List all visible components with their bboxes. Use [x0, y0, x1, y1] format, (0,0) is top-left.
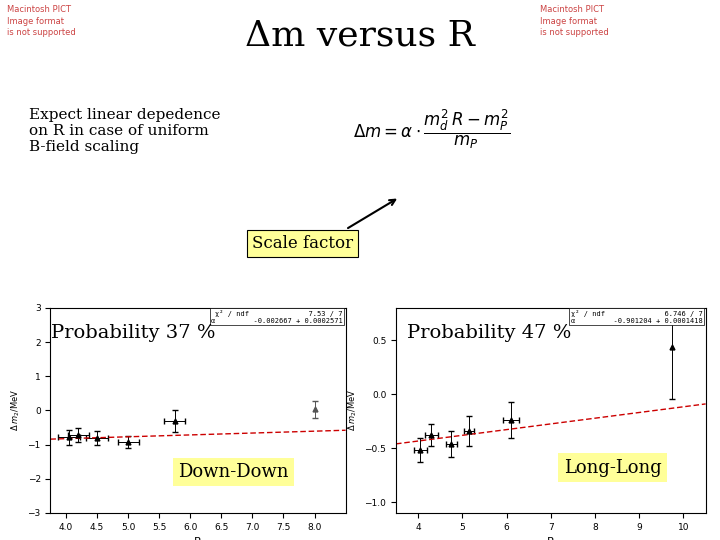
- Text: Probability 47 %: Probability 47 %: [407, 324, 571, 342]
- Text: χ² / ndf              6.746 / 7
α         -0.901204 + 0.0001418: χ² / ndf 6.746 / 7 α -0.901204 + 0.00014…: [571, 310, 703, 324]
- X-axis label: R: R: [547, 537, 554, 540]
- Text: $\Delta m = \alpha \cdot \dfrac{m_d^2\,R - m_P^2}{m_P}$: $\Delta m = \alpha \cdot \dfrac{m_d^2\,R…: [354, 108, 510, 151]
- Y-axis label: $\Delta\,m_2$/MeV: $\Delta\,m_2$/MeV: [346, 389, 359, 431]
- Text: Δm versus R: Δm versus R: [245, 19, 475, 53]
- Text: Long-Long: Long-Long: [564, 459, 662, 477]
- Text: Expect linear depedence
on R in case of uniform
B-field scaling: Expect linear depedence on R in case of …: [29, 108, 220, 154]
- Y-axis label: $\Delta\,m_2$/MeV: $\Delta\,m_2$/MeV: [9, 389, 22, 431]
- Text: Down-Down: Down-Down: [178, 463, 289, 481]
- X-axis label: R: R: [194, 537, 202, 540]
- Text: Macintosh PICT
Image format
is not supported: Macintosh PICT Image format is not suppo…: [540, 5, 608, 37]
- Text: Scale factor: Scale factor: [252, 235, 353, 252]
- Text: Macintosh PICT
Image format
is not supported: Macintosh PICT Image format is not suppo…: [7, 5, 76, 37]
- Text: Probability 37 %: Probability 37 %: [51, 324, 215, 342]
- Text: χ² / ndf              7.53 / 7
α         -0.002667 + 0.0002571: χ² / ndf 7.53 / 7 α -0.002667 + 0.000257…: [211, 310, 343, 324]
